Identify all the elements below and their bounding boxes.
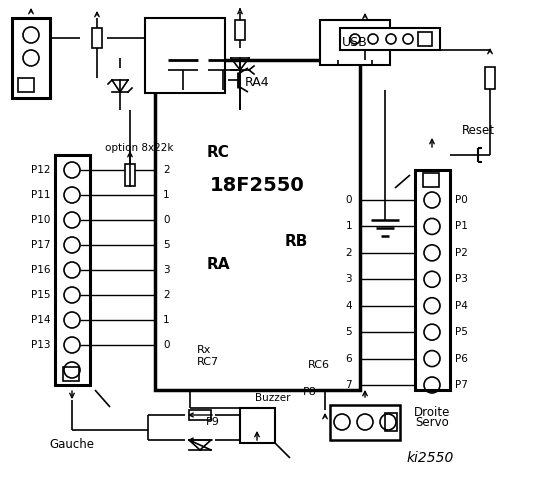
Text: P7: P7 xyxy=(455,380,468,390)
Bar xyxy=(12,18,50,98)
Text: P5: P5 xyxy=(455,327,468,337)
Text: 5: 5 xyxy=(163,240,170,250)
Text: USB: USB xyxy=(342,36,368,48)
Text: 6: 6 xyxy=(346,354,352,363)
Bar xyxy=(92,28,102,48)
Text: P3: P3 xyxy=(455,274,468,284)
Text: RC6: RC6 xyxy=(308,360,330,370)
Text: P13: P13 xyxy=(30,340,50,350)
Text: 0: 0 xyxy=(346,195,352,205)
Text: RC: RC xyxy=(207,145,230,160)
Text: P1: P1 xyxy=(455,221,468,231)
Text: P17: P17 xyxy=(30,240,50,250)
Bar xyxy=(485,67,495,89)
Bar xyxy=(320,20,390,65)
Text: Servo: Servo xyxy=(415,416,448,429)
Text: Reset: Reset xyxy=(462,123,495,136)
Text: 1: 1 xyxy=(346,221,352,231)
Text: Rx: Rx xyxy=(197,345,211,355)
Bar xyxy=(189,410,211,420)
Text: P10: P10 xyxy=(30,215,50,225)
Text: P14: P14 xyxy=(30,315,50,325)
Text: 2: 2 xyxy=(346,248,352,258)
Bar xyxy=(145,18,225,93)
Text: P0: P0 xyxy=(455,195,468,205)
Text: P9: P9 xyxy=(206,417,220,427)
Text: 3: 3 xyxy=(346,274,352,284)
Text: 2: 2 xyxy=(163,165,170,175)
Text: P8: P8 xyxy=(303,387,317,397)
Bar xyxy=(125,164,135,186)
Text: 0: 0 xyxy=(163,215,170,225)
Text: RB: RB xyxy=(285,234,308,249)
Bar xyxy=(415,170,450,390)
Text: 18F2550: 18F2550 xyxy=(210,176,304,195)
Text: RC7: RC7 xyxy=(197,357,219,367)
Text: 2: 2 xyxy=(163,290,170,300)
Bar xyxy=(18,78,34,92)
Text: 0: 0 xyxy=(163,340,170,350)
Bar xyxy=(340,28,440,50)
Bar xyxy=(423,173,439,187)
Text: P2: P2 xyxy=(455,248,468,258)
Bar xyxy=(155,60,360,390)
Text: RA4: RA4 xyxy=(244,75,269,88)
Text: Droite: Droite xyxy=(414,406,450,419)
Bar xyxy=(330,405,400,440)
Text: 4: 4 xyxy=(346,300,352,311)
Text: 3: 3 xyxy=(163,265,170,275)
Text: P12: P12 xyxy=(30,165,50,175)
Text: P4: P4 xyxy=(455,300,468,311)
Text: P6: P6 xyxy=(455,354,468,363)
Text: RA: RA xyxy=(207,257,231,272)
Text: Gauche: Gauche xyxy=(50,439,95,452)
Text: Buzzer: Buzzer xyxy=(255,393,290,403)
Bar xyxy=(385,413,397,431)
Text: ki2550: ki2550 xyxy=(406,451,453,465)
Bar xyxy=(240,408,275,443)
Bar xyxy=(235,20,245,40)
Bar xyxy=(55,155,90,385)
Text: 7: 7 xyxy=(346,380,352,390)
Text: option 8x22k: option 8x22k xyxy=(105,143,174,153)
Text: 1: 1 xyxy=(163,190,170,200)
Text: P15: P15 xyxy=(30,290,50,300)
Bar xyxy=(418,32,432,46)
Text: 5: 5 xyxy=(346,327,352,337)
Bar xyxy=(63,367,79,381)
Text: P11: P11 xyxy=(30,190,50,200)
Text: P16: P16 xyxy=(30,265,50,275)
Text: 1: 1 xyxy=(163,315,170,325)
